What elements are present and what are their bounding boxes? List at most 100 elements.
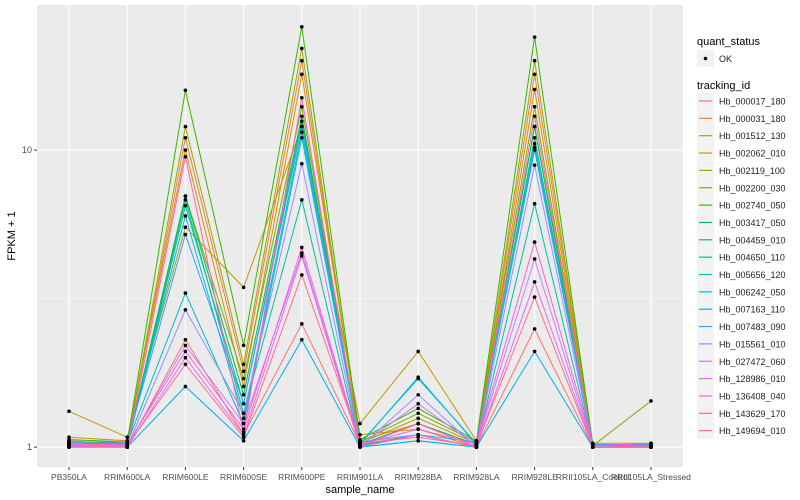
data-point	[241, 430, 246, 435]
data-point	[649, 441, 653, 446]
x-tick-label: RRII105LA_Control	[556, 472, 630, 482]
data-points	[67, 25, 653, 449]
data-point	[241, 343, 246, 348]
data-point	[416, 421, 420, 426]
data-point	[300, 254, 304, 258]
data-point	[300, 104, 304, 109]
legend-label: Hb_002740_050	[719, 201, 786, 211]
data-point	[532, 327, 537, 331]
data-point	[300, 119, 304, 124]
data-point	[125, 444, 130, 448]
data-point	[300, 95, 304, 100]
data-point	[649, 445, 653, 449]
data-point	[241, 369, 246, 374]
tracking-id-legend-title: tracking_id	[697, 80, 750, 92]
legend-label: Hb_007163_110	[719, 305, 785, 315]
data-point	[590, 445, 595, 449]
data-point	[67, 441, 71, 446]
data-point	[300, 136, 304, 140]
data-point	[532, 142, 537, 146]
legend-label: Hb_002062_010	[719, 149, 786, 159]
data-point	[241, 421, 246, 426]
data-point	[300, 251, 304, 255]
y-tick-label: 1	[27, 442, 32, 452]
data-point	[532, 124, 537, 129]
x-tick-label: RRIM600LA	[104, 472, 151, 482]
data-point	[532, 58, 537, 63]
data-point	[532, 136, 537, 140]
data-point	[183, 194, 188, 198]
data-point	[183, 362, 188, 367]
x-tick-label: RRIM600LE	[162, 472, 209, 482]
data-point	[532, 349, 537, 354]
legend-label: Hb_006242_050	[719, 287, 786, 297]
x-tick-label: RRIM928BA	[395, 472, 443, 482]
data-point	[241, 439, 246, 443]
data-point	[300, 25, 304, 29]
data-point	[532, 87, 537, 92]
data-point	[416, 349, 420, 354]
data-point	[416, 427, 420, 431]
data-point	[358, 444, 362, 448]
legend-point-ok	[703, 56, 708, 61]
legend-label: Hb_002119_100	[719, 166, 785, 176]
data-point	[532, 148, 537, 152]
data-point	[532, 104, 537, 109]
data-point	[532, 295, 537, 299]
legend-label: Hb_003417_050	[719, 218, 786, 228]
data-point	[183, 225, 188, 230]
data-point	[183, 291, 188, 295]
legend-label: Hb_143629_170	[719, 409, 786, 419]
data-point	[300, 273, 304, 277]
data-point	[474, 440, 479, 444]
data-point	[416, 435, 420, 439]
legend-label: Hb_007483_090	[719, 322, 786, 332]
data-point	[532, 72, 537, 77]
x-tick-label: RRIM600SE	[220, 472, 268, 482]
data-point	[300, 245, 304, 250]
tracking-id-legend-items: Hb_000017_180 Hb_000031_180 Hb_001512_130 H…	[697, 92, 786, 440]
x-tick-label: RRII105LA_Stressed	[611, 472, 691, 482]
data-point	[416, 411, 420, 416]
legend-label: Hb_000031_180	[719, 114, 786, 124]
data-point	[358, 433, 362, 437]
data-point	[183, 124, 188, 129]
data-point	[532, 35, 537, 39]
data-point	[241, 392, 246, 397]
y-axis-title: FPKM + 1	[6, 211, 18, 260]
data-point	[183, 198, 188, 202]
data-point	[241, 384, 246, 389]
y-tick-label: 10	[22, 145, 32, 155]
legend-label: Hb_004459_010	[719, 235, 786, 245]
x-axis-title: sample_name	[325, 484, 394, 496]
data-point	[183, 337, 188, 342]
data-point	[358, 421, 362, 426]
data-point	[300, 58, 304, 63]
legend-label: Hb_002200_030	[719, 183, 786, 193]
data-point	[67, 409, 71, 414]
data-point	[416, 401, 420, 406]
legend-label: Hb_027472_060	[719, 357, 786, 367]
legend-label: Hb_128986_010	[719, 374, 786, 384]
data-point	[532, 257, 537, 261]
legend-label: Hb_015561_010	[719, 339, 786, 349]
x-tick-label: RRIM928LE	[511, 472, 558, 482]
data-point	[649, 399, 653, 403]
legend-label: Hb_005656_120	[719, 270, 786, 280]
legend-label: Hb_004650_110	[719, 253, 785, 263]
data-point	[474, 444, 479, 448]
x-tick-label: RRIM901LA	[337, 472, 384, 482]
data-point	[183, 384, 188, 389]
data-point	[300, 337, 304, 342]
data-point	[532, 201, 537, 206]
legend: quant_status OK tracking_id Hb_000017_18…	[697, 36, 786, 440]
data-point	[241, 416, 246, 421]
data-point	[183, 343, 188, 348]
data-point	[241, 362, 246, 367]
data-point	[241, 376, 246, 381]
data-point	[125, 440, 130, 444]
data-point	[416, 416, 420, 421]
x-tick-label: PB350LA	[51, 472, 87, 482]
